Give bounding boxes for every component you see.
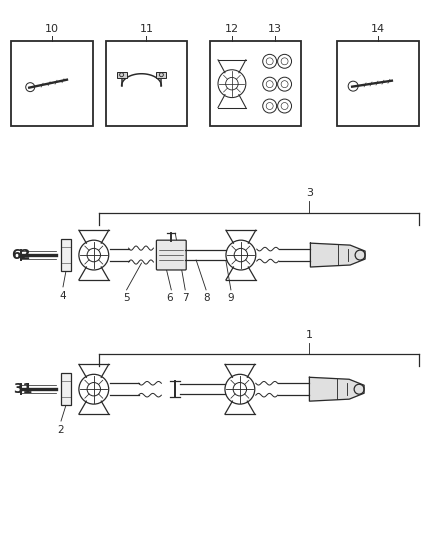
- Text: 10: 10: [45, 25, 59, 35]
- Text: 5: 5: [123, 293, 130, 303]
- Text: 7: 7: [182, 293, 188, 303]
- Text: 4: 4: [60, 291, 66, 301]
- Polygon shape: [311, 243, 365, 267]
- Text: 3: 3: [306, 189, 313, 198]
- Bar: [156, 72, 166, 78]
- Text: 1: 1: [306, 329, 313, 340]
- Text: 11: 11: [139, 25, 153, 35]
- Text: 31: 31: [13, 382, 33, 396]
- Bar: [106, 42, 187, 126]
- Text: 2: 2: [58, 425, 64, 435]
- Bar: [61, 239, 71, 271]
- Polygon shape: [309, 377, 364, 401]
- Text: 6: 6: [166, 293, 173, 303]
- Bar: [61, 373, 71, 405]
- Bar: [11, 42, 93, 126]
- FancyBboxPatch shape: [156, 240, 186, 270]
- Text: 9: 9: [228, 293, 234, 303]
- Text: 8: 8: [203, 293, 209, 303]
- Text: 14: 14: [371, 25, 385, 35]
- Bar: [117, 72, 127, 78]
- Bar: [210, 42, 301, 126]
- Bar: [337, 42, 419, 126]
- Text: 12: 12: [225, 25, 239, 35]
- Text: 13: 13: [268, 25, 282, 35]
- Text: 62: 62: [11, 248, 31, 262]
